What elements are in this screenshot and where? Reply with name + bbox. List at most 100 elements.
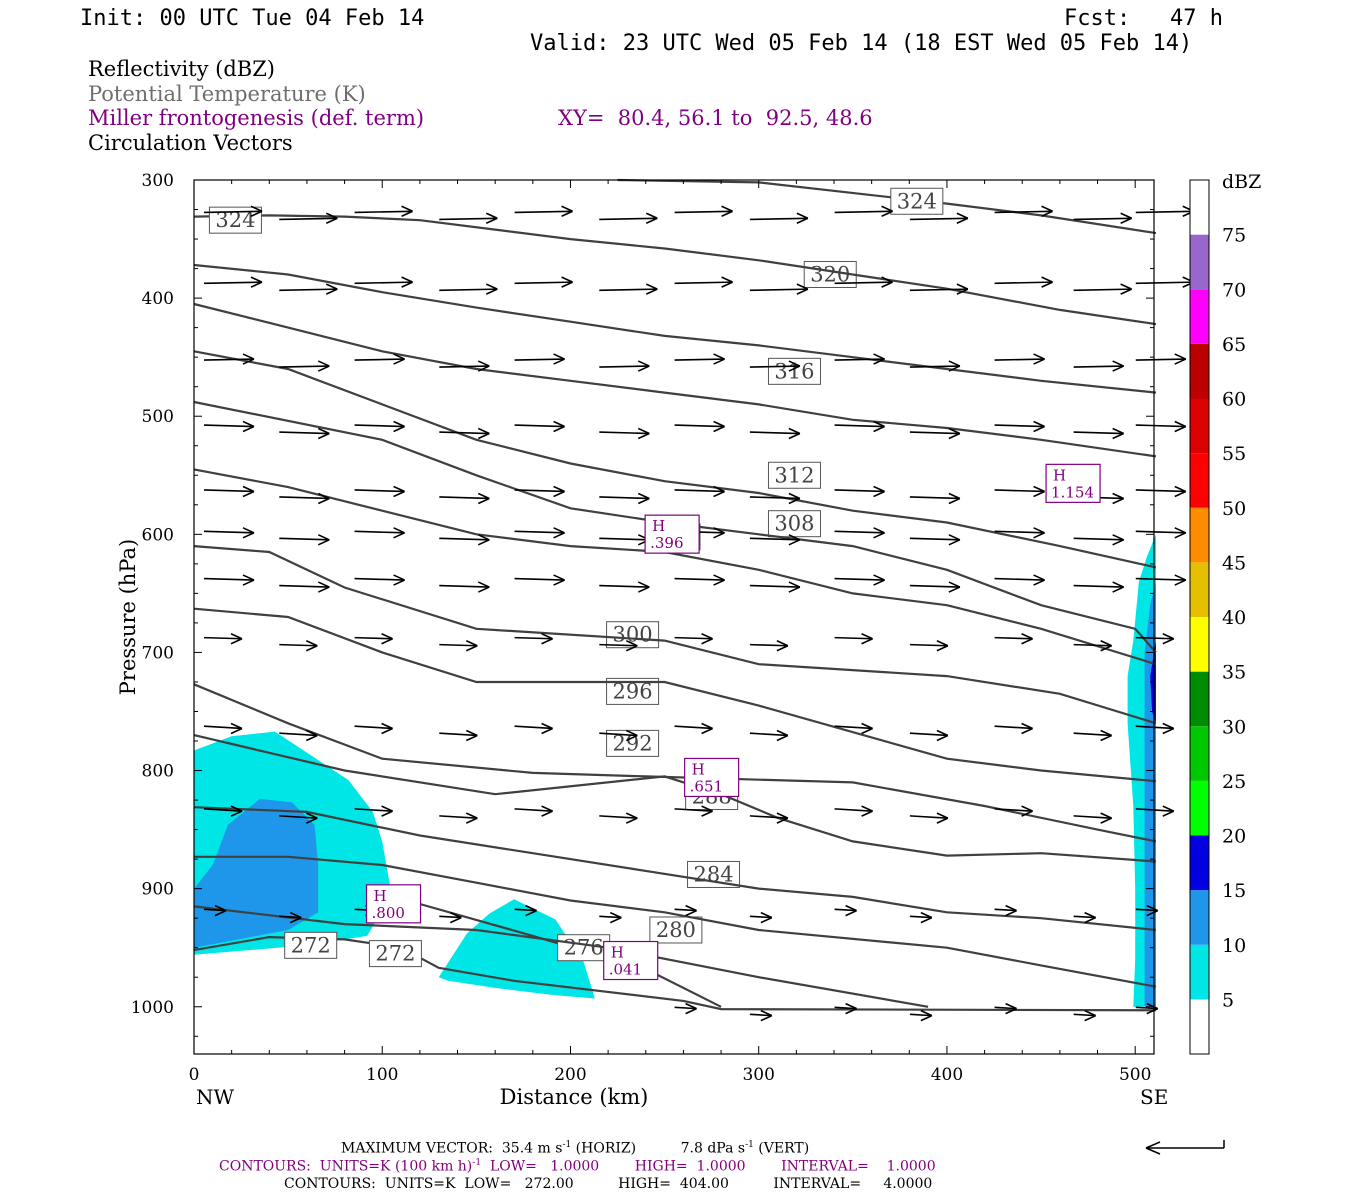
vector-arrowhead	[465, 812, 478, 824]
circulation-vector	[279, 496, 330, 500]
theta-contour	[193, 935, 1156, 1012]
vector-arrowhead	[485, 212, 498, 225]
circulation-vector	[279, 217, 338, 221]
y-tick-label: 600	[142, 525, 174, 545]
vector-arrowhead	[1112, 427, 1124, 440]
circulation-vector	[439, 288, 498, 292]
vector-arrowhead	[381, 633, 393, 645]
footer-max-vector: MAXIMUM VECTOR: 35.4 m s-1 (HORIZ) 7.8 d…	[341, 1140, 810, 1157]
vector-arrowhead	[637, 360, 650, 372]
vector-arrowhead	[881, 205, 893, 218]
vector-arrowhead	[788, 360, 801, 372]
vector-arrowhead	[485, 283, 498, 295]
vector-arrowhead	[721, 276, 733, 288]
vector-arrowhead	[1100, 729, 1112, 742]
circulation-vector	[514, 530, 565, 534]
circulation-vector	[994, 725, 1033, 730]
vector-arrowhead	[845, 1002, 857, 1015]
circulation-vector	[599, 732, 638, 737]
circulation-vector	[354, 808, 393, 812]
frontogenesis-max-value: .041	[609, 961, 642, 979]
vector-arrowhead	[477, 581, 490, 593]
colorbar-tick-label: 50	[1222, 498, 1246, 520]
colorbar-bin	[1190, 398, 1209, 454]
reference-vector	[1145, 1140, 1225, 1155]
vector-arrowhead	[1033, 420, 1045, 433]
theta-contour	[193, 263, 1157, 394]
x-end-label-left: NW	[196, 1085, 235, 1109]
frontogenesis-max-marker: H	[374, 887, 387, 905]
plot-border	[193, 179, 1155, 1055]
vector-arrowhead	[477, 427, 490, 440]
circulation-vector	[749, 815, 788, 819]
vector-arrowhead	[796, 283, 809, 295]
y-tick-label: 700	[142, 643, 174, 663]
circulation-vector	[439, 915, 462, 919]
vector-arrowhead	[1120, 212, 1132, 225]
colorbar-tick-label: 45	[1222, 552, 1246, 574]
circulation-vector	[994, 489, 1045, 493]
vector-arrowhead	[873, 420, 885, 433]
circulation-vector	[994, 1006, 1017, 1010]
vector-arrowhead	[920, 1009, 933, 1022]
vector-arrowhead	[713, 353, 725, 365]
vector-arrowhead	[1174, 574, 1187, 586]
vector-arrowhead	[956, 212, 969, 225]
circulation-vector	[203, 358, 255, 361]
vector-arrowhead	[393, 485, 405, 498]
circulation-vector	[1135, 281, 1194, 285]
vector-arrowhead	[465, 729, 478, 742]
circulation-vector	[834, 530, 885, 534]
y-tick-label: 500	[142, 407, 174, 427]
circulation-vector	[1135, 530, 1186, 534]
circulation-vector	[994, 358, 1045, 361]
circulation-vector	[203, 530, 255, 534]
theta-contour	[193, 400, 1157, 654]
vector-arrowhead	[1041, 205, 1053, 218]
circulation-vector	[1135, 577, 1186, 581]
theta-label: 276	[564, 936, 604, 960]
vector-arrowhead	[625, 812, 638, 824]
vector-arrowhead	[948, 581, 961, 593]
circulation-vector	[514, 424, 565, 428]
circulation-vector	[749, 431, 800, 435]
vector-arrowhead	[561, 276, 573, 288]
circulation-vector	[354, 636, 393, 640]
circulation-vector	[203, 424, 255, 428]
circulation-vector	[674, 281, 733, 285]
circulation-vector	[834, 210, 893, 214]
circulation-vector	[279, 537, 330, 541]
circulation-vector	[439, 643, 478, 647]
vector-arrowhead	[956, 283, 969, 295]
colorbar-bin	[1190, 562, 1209, 617]
vector-arrowhead	[861, 722, 873, 735]
vector-arrowhead	[230, 633, 243, 645]
theta-label: 272	[375, 942, 415, 966]
circulation-vector	[994, 424, 1045, 428]
vector-arrowhead	[250, 205, 263, 218]
vector-arrowhead	[1033, 353, 1045, 365]
colorbar-bin	[1190, 453, 1209, 508]
vector-layer	[203, 205, 1195, 1022]
circulation-vector	[354, 725, 393, 730]
vector-arrowhead	[948, 534, 961, 546]
circulation-vector	[749, 217, 808, 221]
circulation-vector	[599, 431, 650, 435]
vector-arrowhead	[242, 420, 255, 433]
circulation-vector	[674, 210, 733, 214]
theta-label-box	[606, 729, 660, 757]
circulation-vector	[514, 577, 565, 581]
vector-arrowhead	[561, 205, 573, 218]
x-tick-label: 500	[1119, 1065, 1151, 1085]
vector-arrowhead	[393, 420, 405, 433]
x-axis-label: Distance (km)	[500, 1085, 649, 1109]
colorbar-bin	[1190, 726, 1209, 781]
circulation-vector	[834, 358, 885, 361]
vector-arrowhead	[1084, 1009, 1096, 1022]
circulation-vector	[354, 424, 405, 428]
vector-arrowhead	[401, 276, 413, 288]
vector-arrowhead	[242, 574, 255, 586]
vector-arrowhead	[788, 534, 801, 546]
colorbar-tick-label: 75	[1222, 225, 1246, 247]
